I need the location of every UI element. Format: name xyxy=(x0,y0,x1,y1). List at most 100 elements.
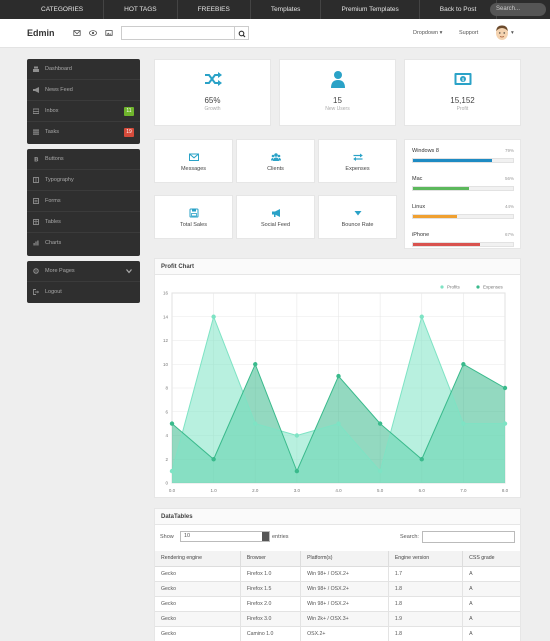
profit-chart: 0 2 4 6 8 10 12 14 16 0.0 1.0 2.0 3.0 4.0 5.0 6.0 7.0 8.0… xyxy=(163,285,509,493)
x-tick-label: 6.0 xyxy=(419,488,426,493)
shortcut-label: Expenses xyxy=(345,166,370,172)
image-icon[interactable] xyxy=(105,29,113,37)
column-header-browser[interactable]: Browser xyxy=(240,551,302,567)
sidebar-item-forms[interactable]: Forms xyxy=(27,191,140,212)
user-avatar[interactable] xyxy=(493,24,511,43)
stat-label: Growth xyxy=(204,106,221,112)
table-row[interactable]: Gecko Firefox 2.0 Win 98+ / OSX.2+ 1.8 A xyxy=(155,596,520,612)
data-point-expenses xyxy=(461,362,466,367)
sidebar-item-more-pages[interactable]: More Pages xyxy=(27,261,140,282)
dropdown-label: Dropdown xyxy=(413,30,439,36)
data-point-expenses xyxy=(211,457,216,462)
data-point-profits xyxy=(502,421,508,426)
sidebar-item-dashboard[interactable]: Dashboard xyxy=(27,59,140,80)
data-point-profits xyxy=(377,468,383,474)
eye-icon[interactable] xyxy=(89,29,97,37)
shortcut-label: Social Feed xyxy=(260,222,291,228)
topnav-item-freebies[interactable]: FREEBIES xyxy=(178,0,251,19)
table-cell: Camino 1.0 xyxy=(240,626,302,641)
table-row[interactable]: Gecko Firefox 1.0 Win 98+ / OSX.2+ 1.7 A xyxy=(155,566,520,582)
sidebar-item-inbox[interactable]: Inbox 11 xyxy=(27,101,140,122)
shortcut-clients[interactable]: Clients xyxy=(236,139,315,183)
header-search-button[interactable] xyxy=(234,27,248,39)
table-cell: 1.7 xyxy=(388,566,464,582)
topnav-item-hot-tags[interactable]: HOT TAGS xyxy=(104,0,178,19)
shortcut-label: Clients xyxy=(267,166,284,172)
topnav-item-templates[interactable]: Templates xyxy=(251,0,322,19)
envelope-icon[interactable] xyxy=(73,29,81,37)
bullhorn-icon xyxy=(33,87,39,93)
sidebar-item-label: Buttons xyxy=(45,156,64,162)
sidebar-item-buttons[interactable]: B Buttons xyxy=(27,149,140,170)
sidebar-item-tables[interactable]: Tables xyxy=(27,212,140,233)
entries-select[interactable]: 10 xyxy=(180,531,270,542)
top-search-input[interactable]: Search... xyxy=(490,3,546,16)
column-header-platform-s[interactable]: Platform(s) xyxy=(300,551,389,567)
x-tick-label: 4.0 xyxy=(335,488,342,493)
sidebar-item-label: Logout xyxy=(45,289,62,295)
svg-text:B: B xyxy=(34,157,39,163)
stat-value: 15,152 xyxy=(450,96,475,105)
sidebar-item-charts[interactable]: Charts xyxy=(27,233,140,254)
x-tick-label: 7.0 xyxy=(460,488,467,493)
table-cell: Win 98+ / OSX.2+ xyxy=(300,566,389,582)
support-link[interactable]: Support xyxy=(459,30,479,36)
shortcut-messages[interactable]: Messages xyxy=(154,139,233,183)
money-icon: $ xyxy=(454,73,471,85)
shortcut-expenses[interactable]: Expenses xyxy=(318,139,397,183)
topnav-item-categories[interactable]: CATEGORIES xyxy=(21,0,105,19)
data-point-expenses xyxy=(253,362,258,367)
table-cell: 1.8 xyxy=(388,626,464,641)
shortcut-bounce-rate[interactable]: Bounce Rate xyxy=(318,195,397,239)
y-tick-label: 6 xyxy=(165,409,168,414)
topnav-item-back-to-post[interactable]: Back to Post xyxy=(420,0,498,19)
sidebar-item-label: News Feed xyxy=(45,87,73,93)
table-row[interactable]: Gecko Firefox 1.5 Win 98+ / OSX.2+ 1.8 A xyxy=(155,581,520,597)
data-point-expenses xyxy=(336,373,341,379)
stat-card-growth[interactable]: 65% Growth xyxy=(154,59,271,126)
sidebar-item-label: Typography xyxy=(45,177,74,183)
profit-chart-panel: Profit Chart 0 2 4 6 8 10 12 14 16 0.0 1.0 2.0 3.0 4.… xyxy=(154,258,521,498)
data-point-expenses xyxy=(377,421,383,426)
shortcut-total-sales[interactable]: Total Sales xyxy=(154,195,233,239)
shortcut-social-feed[interactable]: Social Feed xyxy=(236,195,315,239)
table-cell: OSX.2+ xyxy=(300,626,389,641)
table-cell: Firefox 1.0 xyxy=(240,566,302,582)
table-cell: A xyxy=(462,626,520,641)
sidebar-item-label: Charts xyxy=(45,240,62,246)
progress-name: Linux xyxy=(412,204,426,210)
x-tick-label: 5.0 xyxy=(377,488,384,493)
y-tick-label: 0 xyxy=(165,481,168,486)
y-tick-label: 10 xyxy=(163,362,169,367)
stat-value: 15 xyxy=(333,96,342,105)
brand-logo[interactable]: Edmin xyxy=(27,28,55,38)
progress-name: Mac xyxy=(412,176,423,182)
sidebar-badge: 19 xyxy=(124,128,134,137)
table-row[interactable]: Gecko Camino 1.0 OSX.2+ 1.8 A xyxy=(155,626,520,641)
sidebar-item-news-feed[interactable]: News Feed xyxy=(27,80,140,101)
chevron-down-icon[interactable] xyxy=(125,267,133,275)
table-search-input[interactable] xyxy=(422,531,515,543)
table-row[interactable]: Gecko Firefox 3.0 Win 2k+ / OSX.3+ 1.9 A xyxy=(155,611,520,627)
topnav-item-premium-templates[interactable]: Premium Templates xyxy=(321,0,420,19)
table-cell: Firefox 2.0 xyxy=(240,596,302,612)
sidebar-item-logout[interactable]: Logout xyxy=(27,282,140,303)
table-header-row: Rendering engine Browser Platform(s) Engine… xyxy=(155,551,520,567)
column-header-rendering-engine[interactable]: Rendering engine xyxy=(155,551,241,567)
stat-card-new-users[interactable]: 15 New Users xyxy=(279,59,396,126)
stat-card-profit[interactable]: $ 15,152 Profit xyxy=(404,59,521,126)
inbox-icon xyxy=(33,108,39,114)
avatar-caret-icon[interactable]: ▾ xyxy=(511,30,514,36)
search-icon xyxy=(238,30,246,38)
column-header-css-grade[interactable]: CSS grade xyxy=(462,551,520,567)
dropdown-menu[interactable]: Dropdown ▾ xyxy=(413,30,442,36)
select-caret-icon xyxy=(262,532,269,541)
sidebar-ui-menu: B Buttons Typography Forms Tables Charts xyxy=(27,149,140,256)
header-search-input[interactable] xyxy=(121,26,249,40)
sidebar-item-typography[interactable]: Typography xyxy=(27,170,140,191)
data-point-profits xyxy=(253,421,258,426)
sidebar-badge: 11 xyxy=(124,107,134,116)
column-header-engine-version[interactable]: Engine version xyxy=(388,551,464,567)
progress-percent: 44% xyxy=(504,204,514,209)
sidebar-item-tasks[interactable]: Tasks 19 xyxy=(27,122,140,143)
